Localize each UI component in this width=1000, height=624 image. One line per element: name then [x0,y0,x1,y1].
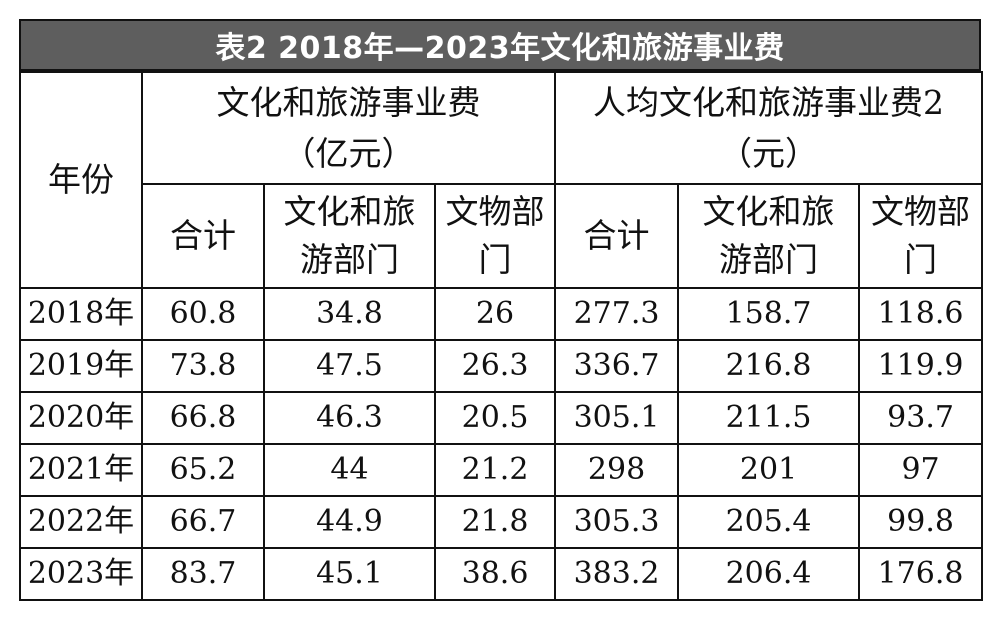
subheader-cultural-relics: 文物部 门 [858,183,984,289]
per-capita-total-cell: 305.1 [554,391,680,445]
year-cell: 2021年 [19,443,143,497]
per-capita-total-cell: 305.3 [554,495,680,549]
header-row-group: 年份 文化和旅游事业费 （亿元） 人均文化和旅游事业费2 （元） [19,71,984,289]
subheader-culture-tourism: 文化和旅 游部门 [263,183,436,289]
per-capita-culture-tourism-cell: 201 [677,443,861,497]
expenditure-total-cell: 60.8 [141,287,265,341]
expenditure-total-cell: 73.8 [141,339,265,393]
subheader-culture-tourism: 文化和旅 游部门 [677,183,861,289]
per-capita-total-cell: 336.7 [554,339,680,393]
per-capita-total-cell: 383.2 [554,547,680,601]
year-cell: 2018年 [19,287,143,341]
year-header: 年份 [19,71,143,289]
expenditure-cultural-relics-cell: 38.6 [433,547,557,601]
expenditure-table: 年份 文化和旅游事业费 （亿元） 人均文化和旅游事业费2 （元） 合计 文化和旅… [19,71,984,601]
per-capita-cultural-relics-cell: 99.8 [858,495,984,549]
expenditure-culture-tourism-cell: 46.3 [263,391,436,445]
per-capita-total-cell: 298 [554,443,680,497]
per-capita-cultural-relics-cell: 176.8 [858,547,984,601]
expenditure-total-cell: 66.7 [141,495,265,549]
expenditure-total-cell: 65.2 [141,443,265,497]
subheader-cultural-relics-line1: 文物部 [871,192,971,232]
header-group-expenditure-title: 文化和旅游事业费 [216,82,481,122]
expenditure-culture-tourism-cell: 44.9 [263,495,436,549]
subheader-cultural-relics: 文物部 门 [433,183,557,289]
subheader-culture-tourism-line2: 游部门 [300,240,399,279]
expenditure-culture-tourism-cell: 47.5 [263,339,436,393]
table-row: 2023年 83.7 45.1 38.6 383.2 206.4 176.8 [19,547,984,601]
per-capita-culture-tourism-cell: 205.4 [677,495,861,549]
subheader-total: 合计 [141,183,265,289]
header-group-expenditure-unit: （亿元） [282,134,415,173]
header-group-per-capita-title: 人均文化和旅游事业费2 [593,82,945,122]
table-title: 表2 2018年—2023年文化和旅游事业费 [19,19,981,71]
header-row-sub: 合计 文化和旅 游部门 文物部 门 合计 文化和旅 游部门 文物部 门 [20,183,984,289]
per-capita-culture-tourism-cell: 216.8 [677,339,861,393]
per-capita-cultural-relics-cell: 119.9 [858,339,984,393]
expenditure-culture-tourism-cell: 44 [263,443,436,497]
header-group-per-capita-unit: （元） [719,134,819,173]
table-row: 2020年 66.8 46.3 20.5 305.1 211.5 93.7 [19,391,984,445]
table-row: 2021年 65.2 44 21.2 298 201 97 [19,443,984,497]
expenditure-total-cell: 66.8 [141,391,265,445]
table-row: 2019年 73.8 47.5 26.3 336.7 216.8 119.9 [19,339,984,393]
per-capita-culture-tourism-cell: 206.4 [677,547,861,601]
year-cell: 2023年 [19,547,143,601]
table-row: 2022年 66.7 44.9 21.8 305.3 205.4 99.8 [19,495,984,549]
subheader-cultural-relics-line2: 门 [478,240,512,279]
table-row: 2018年 60.8 34.8 26 277.3 158.7 118.6 [19,287,984,341]
subheader-cultural-relics-line1: 文物部 [445,192,545,232]
expenditure-culture-tourism-cell: 45.1 [263,547,436,601]
subheader-total: 合计 [554,183,680,289]
year-cell: 2019年 [19,339,143,393]
expenditure-cultural-relics-cell: 21.8 [433,495,557,549]
expenditure-cultural-relics-cell: 26 [433,287,557,341]
per-capita-culture-tourism-cell: 211.5 [677,391,861,445]
expenditure-total-cell: 83.7 [141,547,265,601]
expenditure-culture-tourism-cell: 34.8 [263,287,436,341]
per-capita-culture-tourism-cell: 158.7 [677,287,861,341]
header-group-per-capita: 人均文化和旅游事业费2 （元） [554,71,984,185]
expenditure-cultural-relics-cell: 21.2 [433,443,557,497]
expenditure-cultural-relics-cell: 26.3 [433,339,557,393]
year-cell: 2022年 [19,495,143,549]
header-group-expenditure: 文化和旅游事业费 （亿元） [140,71,557,185]
per-capita-cultural-relics-cell: 93.7 [858,391,984,445]
subheader-cultural-relics-line2: 门 [904,240,938,279]
per-capita-cultural-relics-cell: 97 [858,443,984,497]
per-capita-cultural-relics-cell: 118.6 [858,287,984,341]
subheader-culture-tourism-line1: 文化和旅 [283,192,416,232]
expenditure-cultural-relics-cell: 20.5 [433,391,557,445]
subheader-culture-tourism-line2: 游部门 [719,240,819,279]
data-table-container: 表2 2018年—2023年文化和旅游事业费 年份 文化和旅游事业费 （亿元） … [19,19,984,601]
subheader-culture-tourism-line1: 文化和旅 [702,192,835,232]
per-capita-total-cell: 277.3 [554,287,680,341]
year-cell: 2020年 [19,391,143,445]
